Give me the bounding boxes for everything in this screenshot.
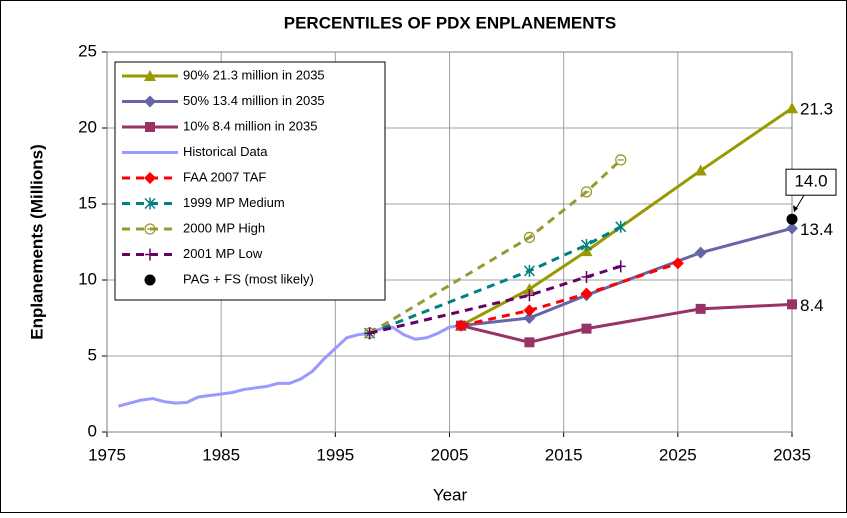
marker (786, 102, 798, 114)
y-tick-label: 10 (78, 269, 97, 288)
marker (671, 257, 684, 270)
data-label: 14.0 (794, 172, 827, 191)
x-tick-label: 1985 (202, 445, 240, 464)
marker (523, 264, 535, 277)
annotation-box (785, 168, 837, 196)
marker (523, 312, 536, 324)
chart-title: PERCENTILES OF PDX ENPLANEMENTS (284, 13, 616, 32)
marker (364, 327, 375, 340)
legend-marker (144, 95, 156, 108)
marker (580, 287, 593, 300)
legend-marker (145, 248, 155, 261)
legend-marker (144, 223, 156, 235)
marker (523, 304, 536, 317)
marker (694, 246, 707, 259)
marker (615, 220, 627, 233)
marker (523, 283, 536, 295)
series-line (368, 158, 622, 335)
legend-marker (144, 197, 156, 210)
marker (581, 270, 592, 283)
y-tick-label: 5 (88, 345, 97, 364)
series-line (460, 261, 679, 328)
x-tick-label: 1975 (88, 445, 126, 464)
marker (580, 239, 593, 252)
marker (524, 337, 535, 348)
x-tick-label: 1995 (316, 445, 354, 464)
marker (523, 231, 536, 244)
series-line (369, 225, 622, 335)
plot-border (106, 51, 793, 433)
x-tick-label: 2005 (431, 445, 469, 464)
marker (695, 303, 706, 314)
marker (694, 164, 707, 176)
legend-marker (145, 122, 155, 132)
legend-label: 10% 8.4 million in 2035 (183, 118, 317, 133)
marker (581, 323, 592, 334)
y-axis-label: Enplanements (Millions) (27, 144, 46, 340)
legend-marker (144, 70, 156, 81)
data-label: 13.4 (800, 220, 833, 239)
marker (580, 186, 593, 198)
series-line (369, 264, 622, 335)
series-line (118, 324, 462, 408)
marker (787, 299, 797, 310)
data-label: 8.4 (800, 296, 824, 315)
x-tick-label: 2025 (659, 445, 697, 464)
marker (615, 154, 627, 166)
legend-label: 1999 MP Medium (183, 195, 285, 210)
x-tick-label: 2015 (545, 445, 583, 464)
legend-marker (144, 172, 156, 184)
marker (615, 260, 626, 273)
legend-label: 2001 MP Low (183, 246, 263, 261)
legend-label: 90% 21.3 million in 2035 (183, 67, 325, 82)
annotation-arrowhead (793, 205, 798, 213)
legend-label: 50% 13.4 million in 2035 (183, 93, 325, 108)
y-tick-label: 20 (78, 117, 97, 136)
x-tick-label: 2035 (773, 445, 811, 464)
legend-label: FAA 2007 TAF (183, 169, 266, 184)
marker (524, 289, 535, 302)
marker (786, 222, 798, 235)
legend-marker (144, 274, 156, 286)
marker (454, 319, 467, 332)
y-tick-label: 25 (78, 41, 97, 60)
y-tick-label: 0 (88, 421, 97, 440)
legend-label: 2000 MP High (183, 220, 265, 235)
x-axis-label: Year (433, 485, 468, 504)
data-label: 21.3 (800, 100, 833, 119)
legend-label: PAG + FS (most likely) (183, 271, 314, 286)
marker (786, 213, 798, 225)
y-tick-label: 15 (78, 193, 97, 212)
legend-label: Historical Data (183, 144, 268, 159)
